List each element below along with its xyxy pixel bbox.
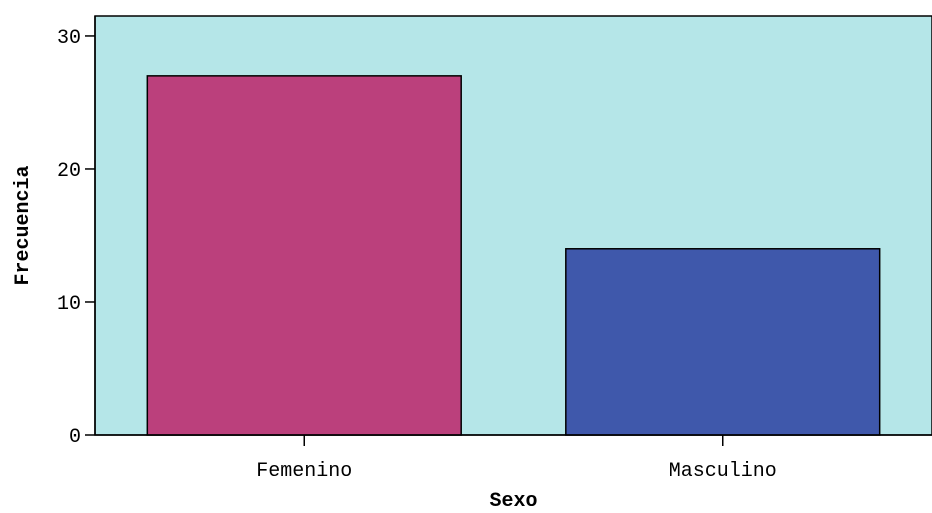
y-axis-title: Frecuencia	[12, 165, 35, 285]
x-axis: Femenino Masculino	[95, 434, 932, 483]
y-tick-label: 30	[57, 27, 81, 50]
y-axis: 0 10 20 30	[57, 16, 96, 449]
y-tick-label: 10	[57, 293, 81, 316]
y-tick-label: 20	[57, 160, 81, 183]
x-axis-title: Sexo	[489, 490, 537, 513]
x-tick-label-masculino: Masculino	[669, 460, 777, 483]
y-tick-label: 0	[69, 426, 81, 449]
bar-masculino	[565, 248, 881, 436]
x-tick-label-femenino: Femenino	[256, 460, 352, 483]
bar-femenino	[146, 75, 462, 436]
